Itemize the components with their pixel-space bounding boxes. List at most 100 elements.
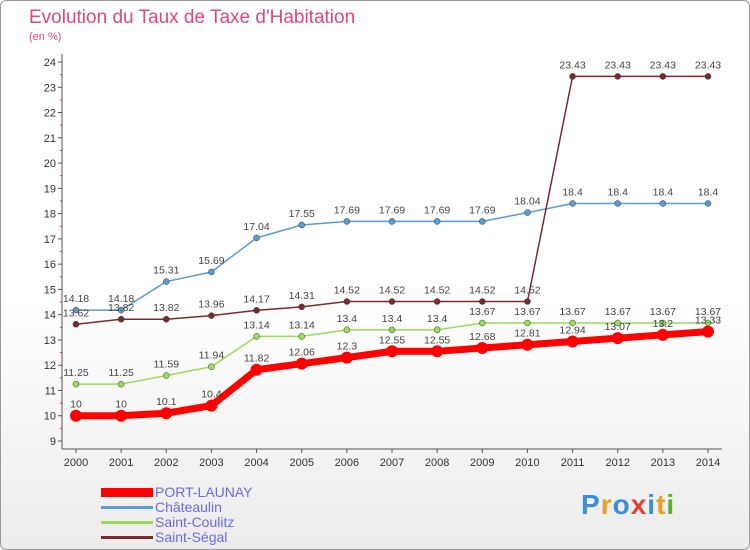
data-point bbox=[253, 333, 260, 340]
data-point bbox=[388, 326, 396, 334]
data-label: 13.67 bbox=[605, 306, 631, 318]
data-label: 13.96 bbox=[198, 299, 224, 311]
legend-swatch bbox=[101, 488, 153, 497]
data-label: 17.04 bbox=[243, 221, 269, 233]
logo-letter: i bbox=[666, 489, 676, 520]
data-point bbox=[611, 332, 624, 345]
data-label: 11.59 bbox=[154, 359, 180, 371]
data-point bbox=[115, 409, 128, 422]
data-point bbox=[431, 345, 444, 358]
data-label: 13.67 bbox=[514, 306, 540, 318]
data-label: 13.82 bbox=[153, 302, 179, 314]
x-tick-label: 2000 bbox=[64, 457, 88, 469]
data-label: 17.69 bbox=[424, 204, 450, 216]
data-point bbox=[298, 221, 305, 229]
data-label: 13.82 bbox=[108, 302, 134, 314]
legend-label: Saint-Coulitz bbox=[155, 514, 235, 530]
data-label: 13.4 bbox=[337, 313, 358, 325]
data-label: 11.25 bbox=[63, 367, 89, 379]
x-tick-label: 2001 bbox=[109, 457, 133, 469]
data-point bbox=[117, 315, 125, 323]
data-point bbox=[476, 342, 489, 355]
legend-swatch bbox=[101, 536, 153, 539]
logo-letter: i bbox=[647, 489, 657, 520]
data-label: 18.4 bbox=[607, 186, 628, 198]
data-point bbox=[566, 335, 579, 348]
y-tick-label: 19 bbox=[44, 183, 56, 195]
data-label: 17.69 bbox=[334, 204, 360, 216]
data-label: 13.2 bbox=[653, 318, 674, 330]
data-label: 14.52 bbox=[469, 285, 495, 297]
data-point bbox=[569, 200, 576, 207]
x-tick-label: 2008 bbox=[425, 457, 449, 469]
data-label: 10.4 bbox=[201, 389, 222, 401]
data-point bbox=[72, 306, 80, 314]
data-label: 15.31 bbox=[153, 265, 179, 277]
data-point bbox=[72, 380, 80, 388]
data-label: 13.4 bbox=[382, 313, 403, 325]
data-point bbox=[253, 234, 260, 242]
data-label: 23.43 bbox=[650, 59, 676, 71]
data-label: 14.17 bbox=[243, 293, 269, 305]
data-point bbox=[433, 218, 441, 225]
data-label: 13.14 bbox=[289, 319, 315, 331]
data-label: 17.69 bbox=[469, 204, 495, 216]
logo-letter: P bbox=[581, 489, 601, 520]
data-label: 13.67 bbox=[559, 306, 585, 318]
data-point bbox=[295, 357, 308, 370]
data-point bbox=[659, 73, 667, 80]
y-tick-label: 21 bbox=[44, 133, 56, 145]
y-tick-label: 16 bbox=[44, 259, 56, 271]
data-label: 11.25 bbox=[108, 367, 134, 379]
data-point bbox=[659, 319, 667, 327]
data-point bbox=[656, 328, 669, 341]
x-tick-label: 2005 bbox=[289, 457, 313, 469]
data-label: 14.31 bbox=[289, 290, 315, 302]
y-tick-label: 15 bbox=[44, 284, 56, 296]
x-tick-label: 2002 bbox=[154, 457, 178, 469]
data-label: 12.81 bbox=[514, 328, 540, 340]
y-tick-label: 17 bbox=[44, 234, 56, 246]
data-label: 10.1 bbox=[156, 396, 177, 408]
data-point bbox=[702, 325, 714, 338]
data-point bbox=[433, 298, 441, 305]
data-label: 14.52 bbox=[334, 285, 360, 297]
data-point bbox=[479, 319, 486, 327]
data-label: 23.43 bbox=[695, 59, 721, 71]
data-label: 12.94 bbox=[559, 324, 585, 336]
data-label: 17.55 bbox=[289, 208, 315, 220]
y-tick-label: 20 bbox=[44, 158, 56, 170]
data-point bbox=[208, 363, 215, 370]
data-label: 10 bbox=[115, 399, 127, 411]
data-label: 14.52 bbox=[424, 285, 450, 297]
data-point bbox=[524, 209, 531, 216]
x-tick-label: 2004 bbox=[244, 457, 268, 469]
legend-label: Châteaulin bbox=[155, 499, 222, 515]
y-tick-label: 13 bbox=[44, 335, 56, 347]
legend-swatch bbox=[101, 521, 153, 524]
data-label: 18.4 bbox=[562, 186, 583, 198]
data-point bbox=[163, 315, 170, 323]
data-point bbox=[614, 319, 621, 327]
logo-letter: x bbox=[630, 489, 648, 520]
data-label: 14.18 bbox=[108, 293, 134, 305]
proxiti-logo: Proxiti bbox=[581, 489, 675, 521]
data-point bbox=[343, 326, 351, 334]
data-point bbox=[340, 351, 353, 364]
data-label: 13.67 bbox=[469, 306, 495, 318]
data-label: 13.62 bbox=[63, 307, 89, 319]
data-point bbox=[163, 278, 170, 285]
data-point bbox=[614, 73, 621, 80]
data-point bbox=[117, 306, 125, 314]
data-label: 12.68 bbox=[469, 331, 495, 343]
y-tick-label: 10 bbox=[44, 411, 56, 423]
legend-label: Saint-Ségal bbox=[155, 529, 228, 545]
data-point bbox=[386, 345, 398, 358]
data-point bbox=[343, 298, 351, 305]
data-label: 13.33 bbox=[695, 315, 721, 327]
data-point bbox=[160, 407, 173, 420]
data-point bbox=[163, 372, 170, 379]
x-tick-label: 2007 bbox=[380, 457, 404, 469]
logo-letter: r bbox=[600, 489, 613, 520]
